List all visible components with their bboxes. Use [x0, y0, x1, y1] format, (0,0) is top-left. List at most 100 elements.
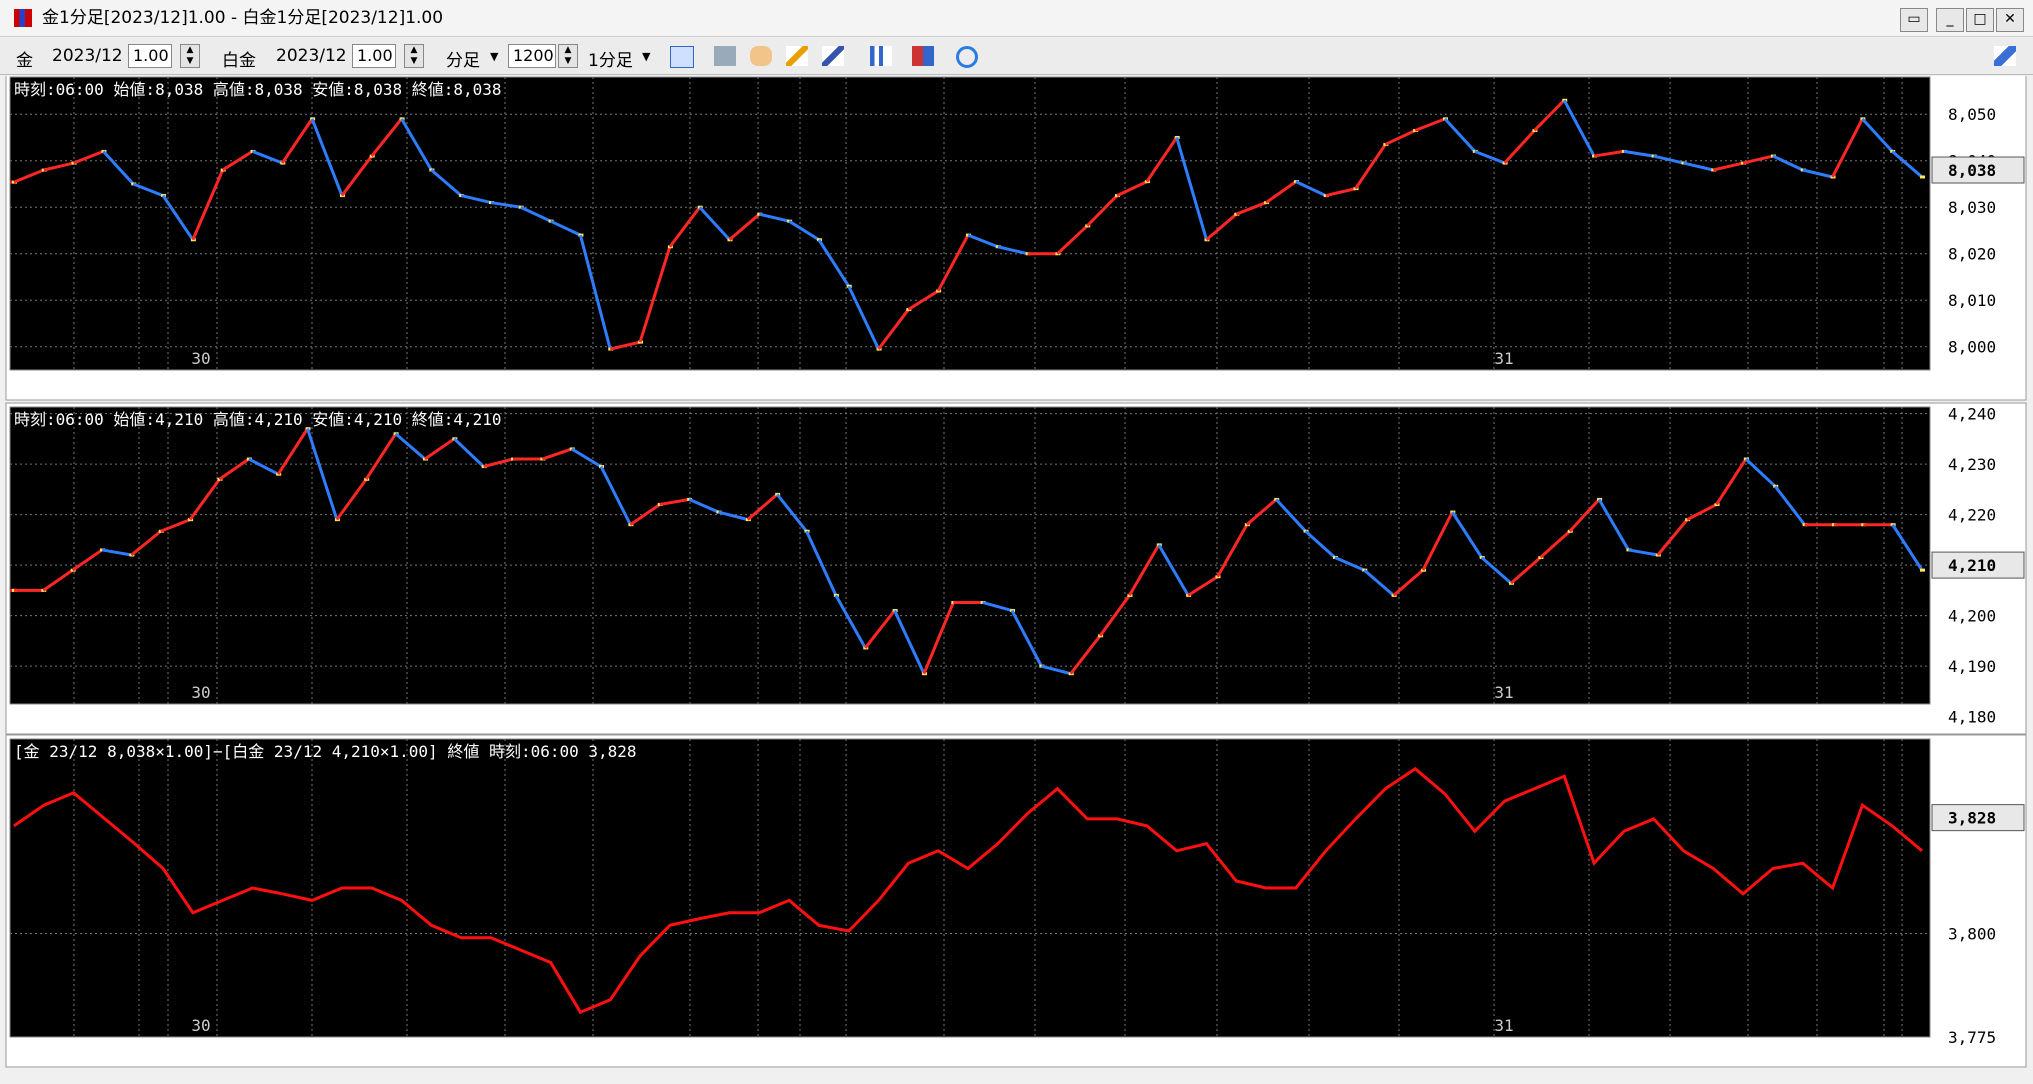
price-segment: [1539, 530, 1571, 559]
price-segment: [758, 212, 790, 223]
last-value-label: 4,210: [1948, 556, 1996, 575]
price-segment: [668, 206, 701, 248]
y-tick-label: 8,030: [1948, 198, 1996, 217]
price-segment: [599, 465, 632, 526]
y-tick-label: 4,200: [1948, 607, 1996, 626]
restore-button[interactable]: ▭: [1900, 8, 1928, 32]
price-segment: [1891, 523, 1924, 571]
price-segment: [13, 168, 45, 184]
price-segment: [188, 478, 221, 521]
price-segment: [221, 150, 254, 172]
panel-info: [金 23/12 8,038×1.00]−[白金 23/12 4,210×1.0…: [14, 742, 637, 761]
tool-line[interactable]: [822, 46, 844, 66]
x-tick-label: 13: [593, 975, 612, 994]
price-segment: [43, 161, 74, 172]
settings-wrench[interactable]: [1994, 46, 2016, 66]
month-2[interactable]: 2023/12: [276, 46, 347, 66]
y-tick-label: 4,220: [1948, 506, 1996, 525]
x-tick-label: 23: [1399, 296, 1418, 315]
x-tick-label: 11: [407, 975, 426, 994]
price-segment: [728, 213, 761, 241]
panel-info: 時刻:06:00 始値:8,038 高値:8,038 安値:8,038 終値:8…: [14, 80, 502, 99]
price-segment: [1772, 154, 1804, 172]
symbol-1[interactable]: 金: [16, 51, 33, 71]
price-segment: [1145, 136, 1178, 183]
tool-hand[interactable]: [750, 46, 772, 66]
tool-pen[interactable]: [786, 46, 808, 66]
price-segment: [130, 530, 162, 557]
price-segment: [490, 201, 522, 209]
month-1[interactable]: 2023/12: [52, 46, 123, 66]
price-segment: [1443, 117, 1476, 153]
spin-2[interactable]: ▲ ▼: [404, 44, 424, 68]
price-segment: [1861, 117, 1894, 153]
x-tick-label: 06: [168, 975, 187, 994]
x-tick-label: 18: [944, 296, 963, 315]
price-segment: [1086, 194, 1119, 227]
price-segment: [1451, 511, 1483, 559]
x-tick-label: 10: [312, 975, 331, 994]
price-segment: [746, 493, 779, 521]
x-tick-label: 04: [1817, 629, 1836, 648]
price-segment: [1205, 213, 1238, 241]
price-segment: [335, 478, 368, 521]
price-segment: [1304, 530, 1336, 559]
price-segment: [893, 609, 926, 675]
x-tick-label: 00: [1494, 975, 1513, 994]
tool-refresh[interactable]: [956, 46, 978, 68]
price-segment: [578, 234, 612, 350]
price-segment: [805, 530, 838, 597]
app-icon: [14, 9, 32, 27]
tool-indicator[interactable]: [912, 46, 934, 66]
price-segment: [430, 168, 463, 197]
price-segment: [1568, 498, 1601, 533]
x-tick-label: 05: [139, 629, 158, 648]
price-segment: [160, 518, 191, 533]
price-segment: [877, 308, 910, 350]
price-segment: [276, 427, 309, 475]
plot-area: [9, 738, 1931, 1038]
close-button[interactable]: ✕: [1996, 8, 2024, 32]
plot-area: [9, 406, 1931, 705]
date-mark: 30: [191, 349, 210, 368]
price-segment: [1216, 523, 1249, 578]
price-segment: [936, 234, 970, 292]
x-tick-label: 14: [690, 975, 709, 994]
price-segment: [718, 510, 749, 522]
spin-1[interactable]: ▲ ▼: [180, 44, 200, 68]
bar-count[interactable]: 1200: [508, 44, 556, 68]
date-mark: 31: [1494, 349, 1513, 368]
price-segment: [394, 432, 426, 461]
symbol-2[interactable]: 白金: [222, 51, 256, 71]
dropdown-arrow[interactable]: ▼: [490, 50, 499, 63]
minimize-button[interactable]: _: [1936, 8, 1964, 32]
price-segment: [1245, 498, 1278, 526]
multiplier-1[interactable]: 1.00: [128, 44, 172, 68]
x-tick-label: 22: [1309, 975, 1328, 994]
price-segment: [453, 437, 485, 468]
price-segment: [659, 497, 690, 506]
x-tick-label: 17: [846, 975, 865, 994]
period-select[interactable]: 分足: [446, 51, 480, 71]
price-segment: [549, 219, 582, 237]
multiplier-2[interactable]: 1.00: [352, 44, 396, 68]
dropdown-arrow[interactable]: ▼: [642, 50, 651, 63]
price-segment: [1325, 187, 1356, 198]
price-segment: [1597, 498, 1630, 551]
tool-chart[interactable]: [870, 46, 892, 66]
price-segment: [364, 432, 397, 481]
price-segment: [1623, 149, 1654, 158]
price-segment: [340, 155, 373, 197]
tool-select[interactable]: [714, 46, 736, 66]
price-segment: [1715, 458, 1748, 506]
price-segment: [1175, 137, 1208, 241]
x-tick-label: 06: [1902, 975, 1921, 994]
price-segment: [1562, 99, 1596, 157]
price-segment: [1187, 575, 1219, 597]
x-tick-label: 14: [690, 296, 709, 315]
spin-3[interactable]: ▲ ▼: [558, 44, 578, 68]
unit-select[interactable]: 1分足: [588, 51, 633, 71]
tool-cursor[interactable]: [670, 46, 694, 68]
x-tick-label: 03: [1748, 296, 1767, 315]
maximize-button[interactable]: □: [1966, 8, 1994, 32]
